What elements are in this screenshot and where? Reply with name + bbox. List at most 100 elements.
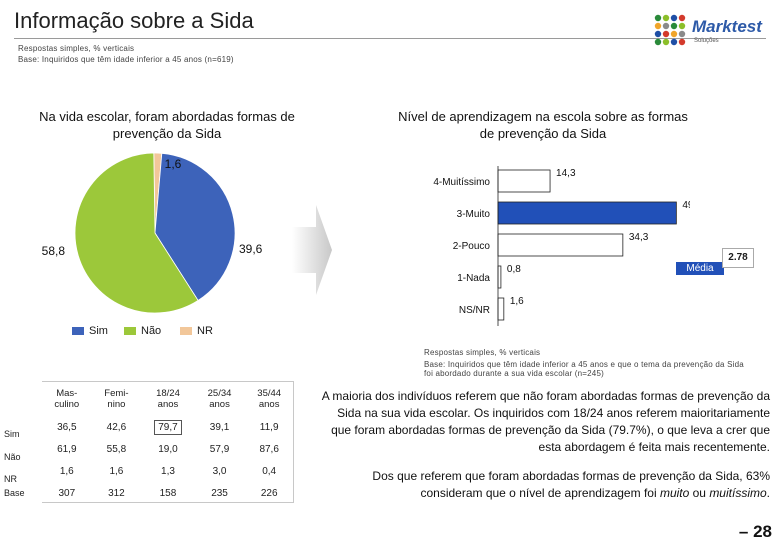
logo-dot xyxy=(662,14,670,22)
table-cell: 36,5 xyxy=(57,421,77,433)
table-cell: 19,0 xyxy=(158,443,178,455)
pie-slice-no xyxy=(74,152,199,314)
bar-category-label: 2-Pouco xyxy=(453,241,491,252)
table-row: 307 312 158 235 226 xyxy=(42,482,294,504)
legend-swatch-nao xyxy=(124,327,136,335)
table-cell: 42,6 xyxy=(106,421,127,433)
pie-chart: 1,6 39,6 58,8 xyxy=(42,152,263,314)
mean-label: Média xyxy=(676,262,724,275)
marktest-logo: Marktest Soluções xyxy=(654,14,763,46)
table-row: 1,6 1,6 1,3 3,0 0,4 xyxy=(42,460,294,482)
logo-dot xyxy=(678,30,686,38)
mean-value: 2.78 xyxy=(722,248,754,268)
col-header-masculino: Mas-culino xyxy=(54,388,80,410)
col-header-feminino: Femi-nino xyxy=(104,388,129,410)
bar-nsnr xyxy=(497,297,505,321)
bar-2pouco xyxy=(497,233,624,257)
table-cell: 1,6 xyxy=(109,465,124,477)
bar-4muitssimo xyxy=(497,169,551,193)
table-row: 36,5 42,6 79,7 39,1 11,9 xyxy=(42,416,294,438)
row-label-sim: Sim xyxy=(4,429,20,439)
response-note-2: Respostas simples, % verticais xyxy=(424,348,541,357)
logo-dot xyxy=(678,22,686,30)
page-number: – 28 xyxy=(738,522,772,540)
legend-item-nr: NR xyxy=(180,325,213,337)
logo-dot xyxy=(662,30,670,38)
logo-dot xyxy=(654,30,662,38)
table-cell: 158 xyxy=(159,487,177,499)
logo-dots-icon xyxy=(654,14,686,46)
base-note: Base: Inquiridos que têm idade inferior … xyxy=(18,55,234,64)
para2-em-muitissimo: muitíssimo xyxy=(709,486,767,500)
table-header-row: Mas-culino Femi-nino 18/24 anos 25/34 anos… xyxy=(42,382,294,416)
table-cell: 235 xyxy=(211,487,228,499)
legend-item-nao: Não xyxy=(124,325,161,337)
logo-dot xyxy=(654,38,662,46)
crosstab-grid: Mas-culino Femi-nino 18/24 anos 25/34 anos… xyxy=(42,382,294,504)
bar-chart: 4-Muitíssimo 14,3 3-Muito 49,0 2-Pouco 34,3 1-… xyxy=(433,166,690,326)
col-header-25-34: 25/34 anos xyxy=(207,388,232,410)
table-cell: 3,0 xyxy=(212,465,227,477)
table-cell: 61,9 xyxy=(57,443,77,455)
legend-label-nr: NR xyxy=(197,325,213,337)
para2-text-c: . xyxy=(766,486,770,500)
logo-dot xyxy=(670,38,678,46)
page-title: Informação sobre a Sida xyxy=(14,8,254,33)
bar-category-label: 3-Muito xyxy=(457,209,491,220)
logo-dot xyxy=(654,14,662,22)
pie-label-nr: 1,6 xyxy=(165,157,182,171)
title-divider xyxy=(14,38,766,39)
bar-category-label: 1-Nada xyxy=(457,273,490,284)
logo-dot xyxy=(678,38,686,46)
summary-paragraph-2: Dos que referem que foram abordadas form… xyxy=(330,468,770,502)
logo-dot xyxy=(678,14,686,22)
legend-swatch-nr xyxy=(180,327,192,335)
bar-value-label: 34,3 xyxy=(629,232,649,243)
table-cell: 312 xyxy=(108,487,125,499)
logo-dot xyxy=(670,22,678,30)
bar-category-label: NS/NR xyxy=(459,305,490,316)
logo-dot xyxy=(670,30,678,38)
table-cell: 307 xyxy=(58,487,76,499)
bar-value-label: 0,8 xyxy=(507,264,521,275)
table-cell: 39,1 xyxy=(209,421,230,433)
pie-label-sim: 39,6 xyxy=(239,242,263,256)
logo-dot xyxy=(662,22,670,30)
logo-dot xyxy=(670,14,678,22)
bar-chart-title: Nível de aprendizagem na escola sobre as… xyxy=(398,109,688,141)
legend-swatch-sim xyxy=(72,327,84,335)
table-row: 61,9 55,8 19,0 57,9 87,6 xyxy=(42,438,294,460)
legend-label-sim: Sim xyxy=(89,325,108,337)
summary-paragraph-1: A maioria dos indivíduos referem que não… xyxy=(321,389,770,454)
logo-brand-text: Marktest xyxy=(692,17,763,36)
pie-chart-title: Na vida escolar, foram abordadas formas … xyxy=(39,109,295,141)
col-header-35-44: 35/44 anos xyxy=(257,388,282,410)
logo-dot xyxy=(654,22,662,30)
legend-item-sim: Sim xyxy=(72,325,108,337)
row-label-nr: NR xyxy=(4,474,17,484)
bar-3muito xyxy=(497,201,677,225)
bar-value-label: 1,6 xyxy=(510,296,524,307)
arrow-right-icon xyxy=(292,205,332,295)
para2-text-b: ou xyxy=(689,486,710,500)
pie-label-no: 58,8 xyxy=(42,244,66,258)
table-cell: 0,4 xyxy=(262,465,277,477)
para2-text-a: Dos que referem que foram abordadas form… xyxy=(372,469,770,500)
row-label-base: Base xyxy=(4,488,25,498)
table-cell: 1,3 xyxy=(161,465,175,477)
crosstab-table: Mas-culino Femi-nino 18/24 anos 25/34 anos… xyxy=(42,381,294,503)
table-cell: 226 xyxy=(260,487,278,499)
base-note-2: Base: Inquiridos que têm idade inferior … xyxy=(424,360,744,378)
table-cell: 87,6 xyxy=(259,443,279,455)
legend-label-nao: Não xyxy=(141,325,162,337)
table-cell: 79,7 xyxy=(141,416,195,438)
response-note: Respostas simples, % verticais xyxy=(18,44,135,53)
table-cell: 57,9 xyxy=(209,443,230,455)
bar-value-label: 49,0 xyxy=(682,200,690,211)
bar-value-label: 14,3 xyxy=(556,168,576,179)
bar-1nada xyxy=(497,265,502,289)
table-cell: 55,8 xyxy=(106,443,127,455)
logo-tagline: Soluções xyxy=(694,38,719,44)
logo-dot xyxy=(662,38,670,46)
para2-em-muito: muito xyxy=(659,486,690,500)
